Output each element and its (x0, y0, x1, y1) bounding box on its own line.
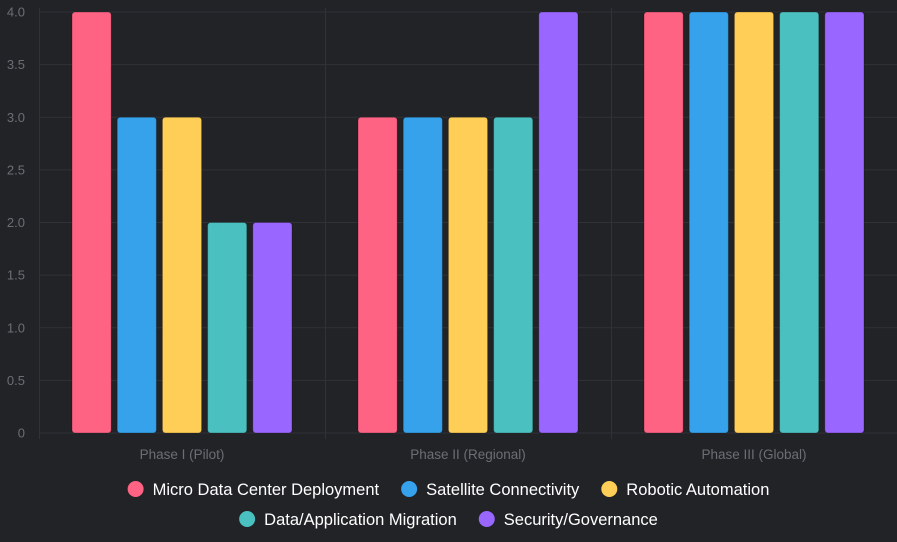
legend-item[interactable]: Robotic Automation (601, 481, 769, 499)
bar[interactable] (116, 116, 157, 434)
bars-layer (71, 11, 865, 434)
x-axis: Phase I (Pilot) Phase II (Regional) Phase … (140, 447, 807, 462)
bar[interactable] (733, 11, 775, 434)
y-tick-label: 2.5 (7, 162, 25, 177)
legend-label: Robotic Automation (626, 481, 769, 499)
y-tick-label: 0.5 (7, 373, 25, 388)
legend-swatch (127, 481, 144, 497)
legend-item[interactable]: Data/Application Migration (239, 511, 457, 529)
legend: Micro Data Center Deployment Satellite Co… (127, 481, 769, 529)
y-tick-label: 0 (18, 426, 25, 441)
y-tick-label: 4.0 (7, 5, 25, 20)
bar[interactable] (207, 222, 248, 434)
legend-label: Satellite Connectivity (426, 481, 580, 499)
x-tick-label: Phase I (Pilot) (140, 447, 225, 462)
bar[interactable] (643, 11, 684, 434)
y-tick-label: 1.5 (7, 268, 25, 283)
bar[interactable] (824, 11, 865, 434)
legend-row: Micro Data Center Deployment Satellite Co… (127, 481, 769, 499)
bar[interactable] (538, 11, 579, 434)
bar[interactable] (493, 116, 534, 434)
bar[interactable] (447, 116, 489, 434)
x-tick-label: Phase II (Regional) (410, 447, 526, 462)
legend-item[interactable]: Satellite Connectivity (401, 481, 580, 499)
y-axis: 0 0.5 1.0 1.5 2.0 2.5 3.0 3.5 4.0 (7, 5, 25, 441)
bar[interactable] (357, 116, 398, 434)
legend-item[interactable]: Security/Governance (478, 511, 658, 529)
legend-label: Data/Application Migration (264, 511, 457, 529)
legend-label: Security/Governance (504, 511, 658, 529)
bar[interactable] (779, 11, 820, 434)
legend-swatch (601, 481, 618, 497)
bar[interactable] (161, 116, 203, 434)
legend-swatch (401, 481, 418, 497)
y-tick-label: 3.0 (7, 110, 25, 125)
bar[interactable] (71, 11, 112, 434)
legend-swatch (478, 511, 495, 527)
legend-swatch (239, 511, 256, 527)
y-tick-label: 2.0 (7, 215, 25, 230)
legend-item[interactable]: Micro Data Center Deployment (127, 481, 380, 499)
bar[interactable] (252, 222, 293, 434)
bar[interactable] (402, 116, 443, 434)
bar[interactable] (688, 11, 729, 434)
legend-label: Micro Data Center Deployment (153, 481, 380, 499)
x-tick-label: Phase III (Global) (701, 447, 806, 462)
legend-row: Data/Application Migration Security/Gover… (239, 511, 658, 529)
y-tick-label: 1.0 (7, 320, 25, 335)
y-tick-label: 3.5 (7, 57, 25, 72)
